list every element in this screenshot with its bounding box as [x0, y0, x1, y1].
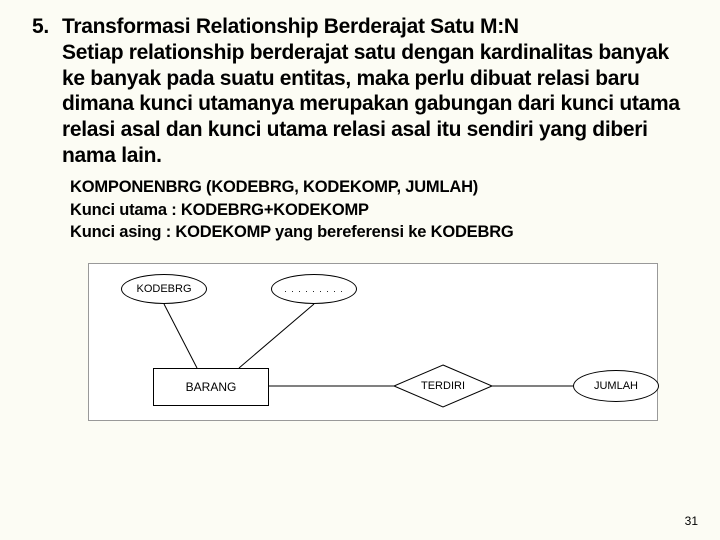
attribute-jumlah: JUMLAH: [573, 370, 659, 402]
attribute-ellipsis: . . . . . . . . .: [271, 274, 357, 304]
page-number: 31: [685, 514, 698, 528]
relationship-terdiri: TERDIRI: [393, 364, 493, 408]
attribute-kodebrg: KODEBRG: [121, 274, 207, 304]
er-diagram: KODEBRG . . . . . . . . . BARANG TERDIRI…: [88, 263, 658, 421]
slide-title: Transformasi Relationship Berderajat Sat…: [62, 14, 688, 40]
list-number: 5.: [32, 14, 62, 40]
schema-line-1: KOMPONENBRG (KODEBRG, KODEKOMP, JUMLAH): [70, 176, 688, 198]
entity-barang: BARANG: [153, 368, 269, 406]
schema-line-3: Kunci asing : KODEKOMP yang bereferensi …: [70, 221, 688, 243]
schema-line-2: Kunci utama : KODEBRG+KODEKOMP: [70, 199, 688, 221]
relationship-label: TERDIRI: [393, 364, 493, 408]
body-paragraph: Setiap relationship berderajat satu deng…: [62, 40, 688, 168]
